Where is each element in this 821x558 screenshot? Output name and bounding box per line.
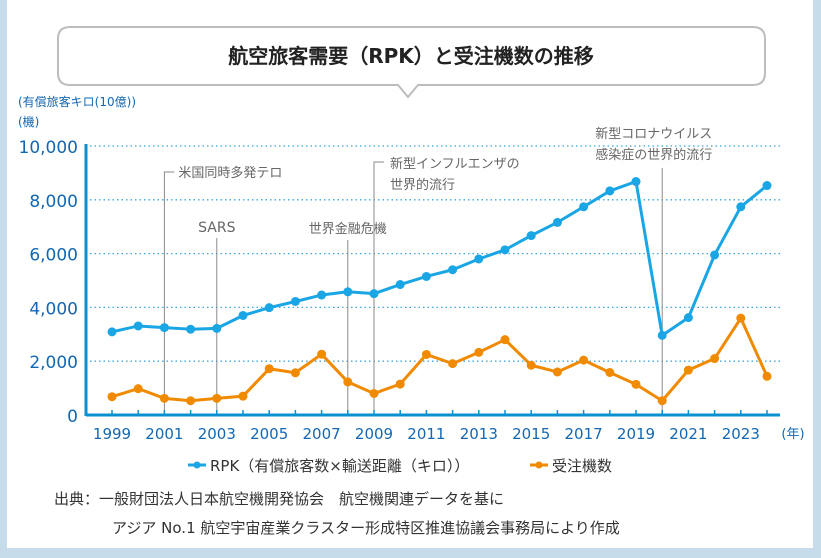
x-tick-label: 1999 [93,425,131,443]
annotation-label: 新型コロナウイルス [595,126,712,142]
data-point [133,384,143,394]
y-tick-label: 6,000 [29,246,78,266]
y-tick-label: 4,000 [29,299,78,319]
data-point [736,202,746,212]
data-point [762,181,772,191]
legend-label: 受注機数 [552,457,612,475]
data-point [552,217,562,227]
data-point [317,349,327,359]
data-point [369,289,379,299]
data-point [343,377,353,387]
y-axis-label: (有償旅客キロ(10億)) [18,94,136,109]
data-point [683,365,693,375]
data-point [605,367,615,377]
x-tick-label: 2009 [355,425,393,443]
title-bubble [57,26,766,99]
data-point [369,388,379,398]
x-tick-label: 2003 [198,425,236,443]
x-tick-label: 2007 [303,425,341,443]
data-point [579,202,589,212]
data-point [264,303,274,313]
data-point [500,245,510,255]
data-point [133,321,143,331]
data-point [212,393,222,403]
source-line-1: 出典：一般財団法人日本航空機開発協会 航空機関連データを基に [54,490,505,508]
y-tick-label: 8,000 [29,192,78,212]
legend-marker [535,461,543,469]
data-point [526,231,536,241]
x-tick-label: 2023 [722,425,760,443]
annotation-label: SARS [198,220,235,236]
data-point [500,335,510,345]
data-point [264,364,274,374]
data-point [159,323,169,333]
data-point [448,359,458,369]
y-axis-label-2: (機) [18,114,39,129]
data-point [552,367,562,377]
series-line-rpk [111,180,768,337]
annotation-line [163,171,175,415]
data-point [395,379,405,389]
annotation-label: 世界金融危機 [309,221,387,237]
data-point [290,296,300,306]
data-point [238,391,248,401]
annotation-line [373,161,384,415]
data-point [710,250,720,260]
data-point [710,354,720,364]
legend-marker [193,461,201,469]
data-point [736,313,746,323]
x-axis-label: (年) [781,427,804,442]
data-point [421,271,431,281]
annotation-label: 世界的流行 [390,177,455,193]
data-point [474,254,484,264]
x-tick-label: 2017 [565,425,603,443]
x-tick-label: 2019 [617,425,655,443]
data-point [107,327,117,337]
annotation-label: 感染症の世界的流行 [595,147,712,163]
data-point [631,379,641,389]
data-point [631,177,641,187]
data-point [474,347,484,357]
data-point [683,313,693,323]
data-point [107,392,117,402]
data-point [159,393,169,403]
x-tick-label: 2011 [407,425,445,443]
data-point [290,368,300,378]
data-point [657,330,667,340]
x-tick-label: 2005 [250,425,288,443]
x-tick-label: 2021 [669,425,707,443]
data-point [186,396,196,406]
data-point [579,355,589,365]
x-tick-label: 2015 [512,425,550,443]
data-point [657,396,667,406]
data-point [212,323,222,333]
data-point [421,349,431,359]
annotation-label: 米国同時多発テロ [178,165,282,181]
source-line-2: アジア No.1 航空宇宙産業クラスター形成特区推進協議会事務局により作成 [112,519,620,537]
y-tick-label: 10,000 [19,138,78,158]
data-point [395,280,405,290]
data-point [448,265,458,275]
annotation-label: 新型インフルエンザの [390,156,520,172]
chart-title: 航空旅客需要（RPK）と受注機数の推移 [228,44,594,68]
legend-label: RPK（有償旅客数×輸送距離（キロ）） [210,457,469,475]
y-tick-label: 2,000 [29,353,78,373]
data-point [238,310,248,320]
data-point [526,360,536,370]
data-point [605,186,615,196]
data-point [186,324,196,334]
y-tick-label: 0 [67,407,78,427]
data-point [762,371,772,381]
data-point [317,290,327,300]
x-tick-label: 2001 [145,425,183,443]
x-tick-label: 2013 [460,425,498,443]
data-point [343,287,353,297]
